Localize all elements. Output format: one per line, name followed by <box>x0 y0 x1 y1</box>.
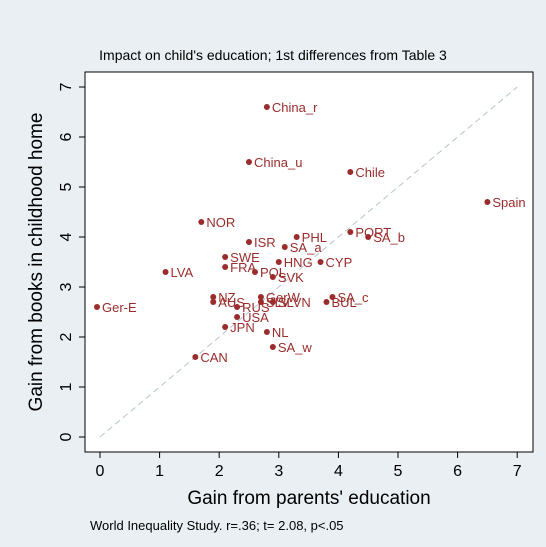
data-point <box>269 299 276 305</box>
data-point <box>269 344 276 350</box>
data-point <box>317 259 324 265</box>
data-point <box>275 259 282 265</box>
y-tick-label: 2 <box>58 332 75 341</box>
data-point-label: NZ <box>218 290 235 305</box>
data-point-label: SA_b <box>373 230 405 245</box>
data-point <box>222 254 229 260</box>
data-point-label: China_u <box>254 155 302 170</box>
x-tick-label: 5 <box>394 463 403 480</box>
data-point-label: Chile <box>355 165 385 180</box>
data-point-label: SA_c <box>337 290 369 305</box>
data-point <box>347 229 354 235</box>
data-point-label: SWE <box>230 250 260 265</box>
data-point <box>246 159 252 165</box>
data-point <box>234 304 241 310</box>
data-point-label: RUS <box>242 300 270 315</box>
data-point <box>94 304 101 310</box>
data-point <box>293 234 300 240</box>
data-point-label: BUL <box>331 295 356 310</box>
data-point-label: NL <box>272 325 289 340</box>
data-point-label: FRA <box>230 260 256 275</box>
data-point <box>246 239 252 245</box>
data-point-label: CAN <box>200 350 227 365</box>
data-point-label: China_r <box>272 100 318 115</box>
data-point-label: POL <box>260 265 286 280</box>
data-point <box>269 274 276 280</box>
data-point <box>365 234 372 240</box>
data-point <box>484 199 491 205</box>
data-point-label: SLV <box>266 295 290 310</box>
data-point <box>198 219 205 225</box>
y-tick-label: 4 <box>58 232 75 241</box>
data-point-label: Ger-E <box>102 300 137 315</box>
y-tick-label: 6 <box>58 132 75 141</box>
data-point-label: HNG <box>284 255 313 270</box>
x-tick-label: 3 <box>274 463 283 480</box>
x-tick-label: 6 <box>453 463 462 480</box>
data-point-label: Spain <box>492 195 525 210</box>
data-point-label: SVK <box>278 270 304 285</box>
data-point <box>162 269 169 275</box>
data-point <box>192 354 199 360</box>
x-tick-label: 4 <box>334 463 343 480</box>
data-point <box>210 299 217 305</box>
y-tick-label: 5 <box>58 182 75 191</box>
y-axis-label: Gain from books in childhood home <box>26 113 47 412</box>
data-point <box>210 294 217 300</box>
y-tick-label: 3 <box>58 282 75 291</box>
data-point-label: CYP <box>326 255 353 270</box>
y-tick-label: 7 <box>58 82 75 91</box>
data-point-label: PHL <box>302 230 327 245</box>
data-point <box>222 324 229 330</box>
data-point-label: LVA <box>171 265 194 280</box>
data-point <box>347 169 354 175</box>
data-point <box>257 299 264 305</box>
x-axis-label: Gain from parents' education <box>187 488 430 509</box>
data-point-label: PORT <box>355 225 391 240</box>
data-point-label: SA_a <box>290 240 323 255</box>
chart-title: Impact on child's education; 1st differe… <box>99 47 447 63</box>
data-point-label: ISR <box>254 235 276 250</box>
x-tick-label: 2 <box>215 463 224 480</box>
data-point-label: SA_w <box>278 340 313 355</box>
data-point <box>263 104 270 110</box>
reference-line <box>99 86 518 438</box>
x-tick-label: 7 <box>513 463 522 480</box>
data-point-label: USA <box>242 310 269 325</box>
data-point-label: JPN <box>230 320 255 335</box>
chart-note: World Inequality Study. r=.36; t= 2.08, … <box>90 518 344 533</box>
x-tick-label: 1 <box>155 463 164 480</box>
data-point-label: SLVN <box>278 295 311 310</box>
data-point <box>222 264 229 270</box>
data-point <box>251 269 258 275</box>
data-point-label: NOR <box>206 215 235 230</box>
data-point <box>257 294 264 300</box>
y-tick-label: 0 <box>58 432 75 441</box>
data-point <box>323 299 330 305</box>
data-point <box>281 244 288 250</box>
x-tick-label: 0 <box>96 463 105 480</box>
y-tick-label: 1 <box>58 382 75 391</box>
data-point <box>234 314 241 320</box>
data-point <box>263 329 270 335</box>
data-point <box>329 294 336 300</box>
